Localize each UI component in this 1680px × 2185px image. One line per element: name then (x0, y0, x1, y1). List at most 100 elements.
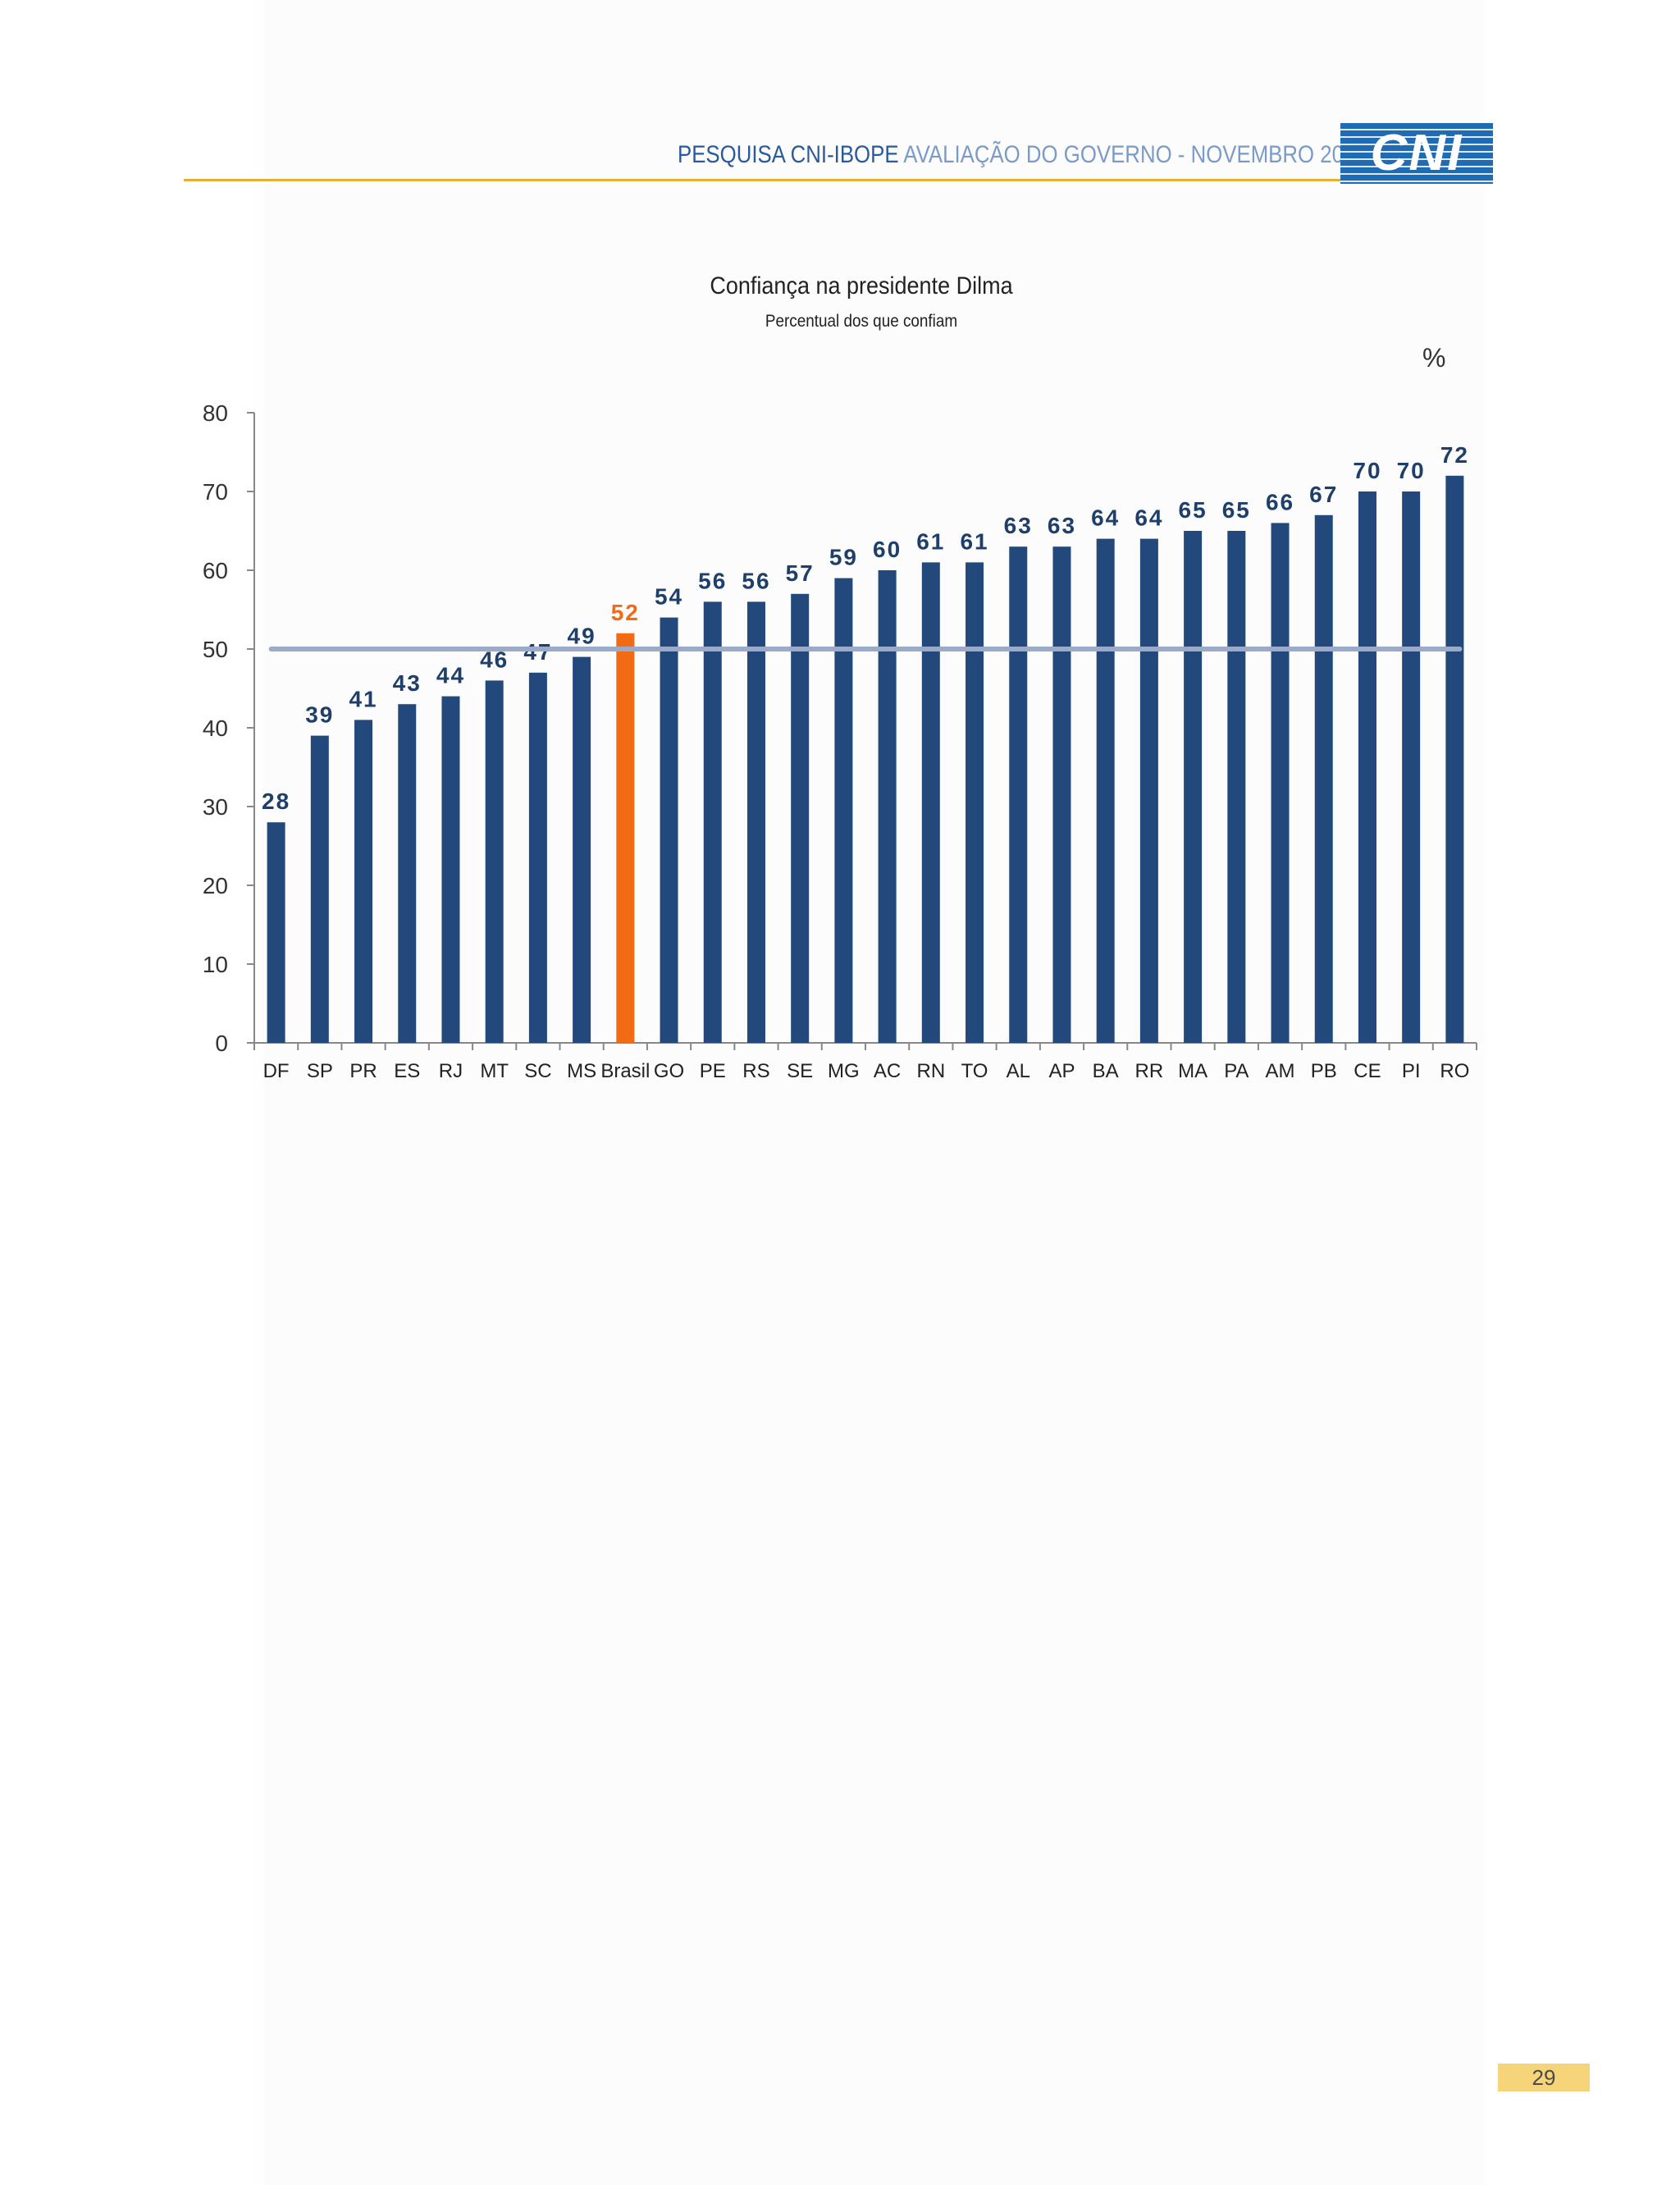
category-label: DF (263, 1060, 290, 1082)
bar-value-label: 64 (1134, 505, 1163, 531)
category-label: SP (307, 1060, 333, 1082)
category-label: CE (1354, 1060, 1381, 1082)
bar (746, 601, 765, 1043)
report-header-strong: PESQUISA CNI-IBOPE (678, 141, 899, 168)
category-label: RN (916, 1060, 945, 1082)
category-label: Brasil (600, 1060, 650, 1082)
bar (267, 822, 285, 1043)
category-label: BA (1093, 1060, 1119, 1082)
bar (1402, 491, 1421, 1043)
bar (310, 735, 329, 1043)
category-label: MS (567, 1060, 596, 1082)
logo-text: CNI (1370, 125, 1463, 181)
bar (921, 562, 940, 1043)
bar-value-label: 61 (960, 528, 988, 554)
bar (1184, 531, 1203, 1043)
bar-value-label: 70 (1397, 458, 1426, 483)
chart-title: Confiança na presidente Dilma (710, 272, 1013, 299)
category-label: AM (1266, 1060, 1295, 1082)
category-label: PA (1224, 1060, 1249, 1082)
category-label: PB (1311, 1060, 1337, 1082)
bar (660, 617, 678, 1043)
bar-value-label: 41 (349, 686, 377, 711)
bar (616, 633, 635, 1043)
bar-value-label: 54 (655, 584, 683, 610)
cni-logo: CNI (1340, 123, 1493, 184)
category-label: MA (1178, 1060, 1208, 1082)
y-tick-label: 0 (215, 1031, 228, 1056)
bar (573, 656, 591, 1043)
bar (1271, 523, 1290, 1043)
bar-value-label: 43 (393, 670, 422, 696)
bar (1445, 475, 1464, 1043)
chart-subtitle: Percentual dos que confiam (765, 312, 958, 331)
category-label: SE (787, 1060, 813, 1082)
bar-value-label: 52 (611, 600, 640, 625)
bar (1052, 546, 1071, 1043)
y-tick-label: 80 (203, 400, 228, 426)
y-tick-label: 70 (203, 479, 228, 505)
bar (485, 680, 504, 1043)
bar (703, 601, 722, 1043)
bar-value-label: 28 (262, 789, 290, 814)
bar-value-label: 64 (1091, 505, 1120, 531)
bar-value-label: 56 (742, 568, 770, 593)
bar-value-label: 63 (1004, 513, 1033, 538)
bar-value-label: 39 (305, 702, 334, 728)
bar-value-label: 44 (436, 663, 465, 688)
bar-value-label: 49 (568, 624, 596, 649)
category-label: PE (700, 1060, 726, 1082)
category-label: SC (524, 1060, 551, 1082)
bar (791, 593, 810, 1043)
category-label: PI (1402, 1060, 1421, 1082)
category-label: MG (828, 1060, 860, 1082)
bar (878, 570, 897, 1043)
bar (1227, 531, 1246, 1043)
y-tick-label: 40 (203, 715, 228, 741)
y-tick-label: 30 (203, 794, 228, 820)
bar (354, 720, 373, 1043)
bar (528, 672, 547, 1043)
category-label: TO (961, 1060, 988, 1082)
category-label: AC (874, 1060, 901, 1082)
y-tick-label: 60 (203, 558, 228, 583)
y-tick-label: 10 (203, 952, 228, 977)
bar-value-label: 47 (523, 639, 552, 665)
bar-value-label: 70 (1353, 458, 1381, 483)
y-tick-label: 20 (203, 873, 228, 898)
bar (1009, 546, 1028, 1043)
unit-label: % (1422, 343, 1446, 373)
bar (441, 696, 460, 1043)
y-tick-label: 50 (203, 637, 228, 662)
category-label: RS (742, 1060, 769, 1082)
bar-value-label: 57 (786, 560, 815, 586)
bar-value-label: 72 (1440, 442, 1469, 468)
bar (1358, 491, 1376, 1043)
bar (1139, 538, 1158, 1043)
category-label: ES (394, 1060, 420, 1082)
bar-value-label: 66 (1266, 489, 1294, 514)
category-label: RO (1440, 1060, 1469, 1082)
report-header-light: AVALIAÇÃO DO GOVERNO - NOVEMBRO 2013 (903, 141, 1367, 168)
bar-value-label: 65 (1179, 497, 1208, 523)
category-label: PR (349, 1060, 377, 1082)
page-number: 29 (1498, 2064, 1590, 2091)
bar-value-label: 67 (1309, 482, 1338, 507)
bar-value-label: 61 (916, 528, 945, 554)
category-label: GO (654, 1060, 684, 1082)
header-rule (184, 179, 1345, 181)
bar-value-label: 65 (1222, 497, 1251, 523)
bar (1314, 514, 1333, 1043)
bar-value-label: 60 (873, 537, 902, 562)
bar-value-label: 56 (698, 568, 727, 593)
logo-stripes (1340, 123, 1493, 184)
category-label: AP (1048, 1060, 1075, 1082)
category-label: MT (480, 1060, 509, 1082)
report-header: PESQUISA CNI-IBOPE AVALIAÇÃO DO GOVERNO … (678, 141, 1367, 169)
category-label: RR (1135, 1060, 1164, 1082)
bar (398, 704, 417, 1043)
bar (1096, 538, 1115, 1043)
bar (834, 578, 853, 1043)
bar (966, 562, 984, 1043)
